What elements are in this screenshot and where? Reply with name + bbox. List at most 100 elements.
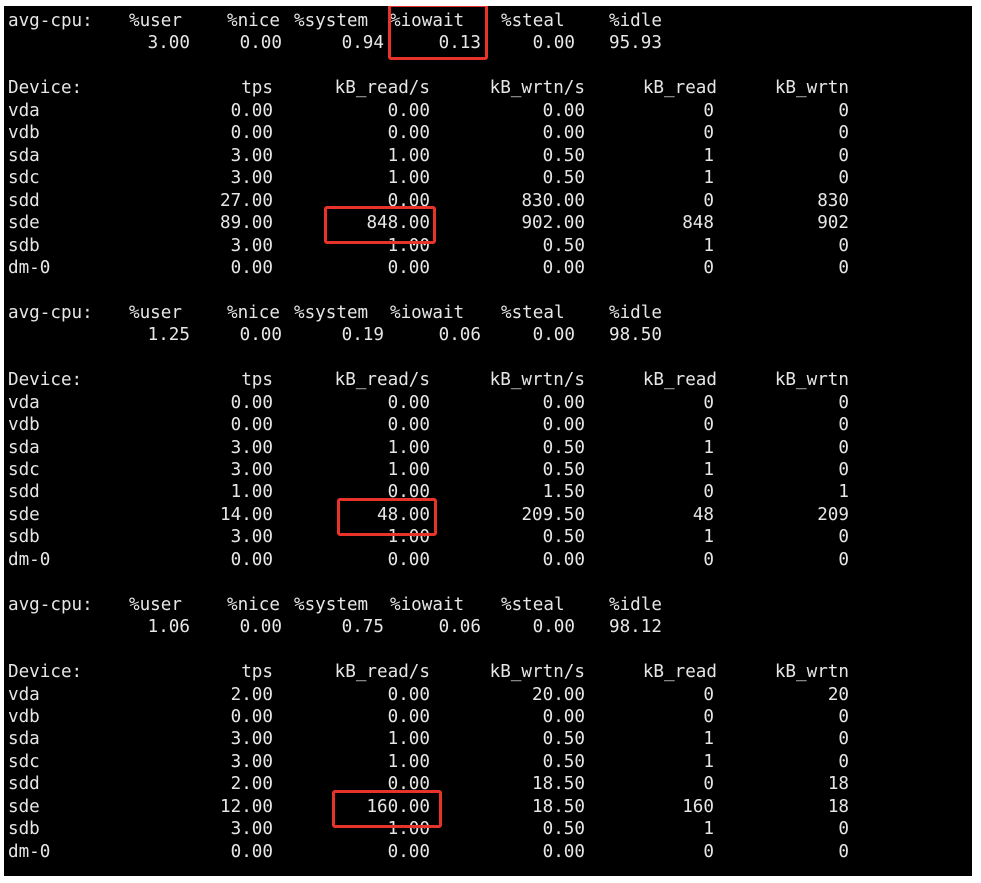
kb-wrtn-per-sec-value: 0.50: [542, 751, 585, 772]
kb-read-per-sec-value: 0.00: [387, 123, 430, 144]
kb-read-per-sec-header: kB_read/s: [334, 370, 430, 391]
device-row: sdb 3.00 1.00 0.50 1 0: [8, 235, 968, 257]
system-header: %system: [294, 302, 369, 323]
device-header-line: Device: tps kB_read/s kB_wrtn/s kB_read kB_wr…: [8, 369, 968, 391]
avg-cpu-label: avg-cpu:: [8, 302, 93, 323]
cpu-values-line: 3.00 0.00 0.94 0.13 0.00 95.93: [8, 32, 968, 54]
kb-wrtn-per-sec-value: 0.00: [542, 841, 585, 862]
kb-read-value: 0: [703, 123, 714, 144]
kb-read-per-sec-value: 0.00: [387, 257, 430, 278]
kb-wrtn-per-sec-value: 0.50: [542, 145, 585, 166]
device-row: vda 0.00 0.00 0.00 0 0: [8, 100, 968, 122]
tps-value: 3.00: [230, 751, 273, 772]
device-header: Device:: [8, 370, 83, 391]
device-name: vda: [8, 100, 40, 121]
nice-value: 0.00: [239, 33, 282, 54]
device-name: sdc: [8, 751, 40, 772]
tps-value: 89.00: [220, 213, 273, 234]
idle-value: 98.50: [609, 325, 662, 346]
kb-read-value: 1: [703, 235, 714, 256]
kb-wrtn-per-sec-value: 18.50: [532, 796, 585, 817]
kb-wrtn-per-sec-value: 0.50: [542, 168, 585, 189]
device-header-line: Device: tps kB_read/s kB_wrtn/s kB_read kB_wr…: [8, 661, 968, 683]
kb-read-per-sec-value: 1.00: [387, 168, 430, 189]
kb-read-per-sec-header: kB_read/s: [334, 662, 430, 683]
device-name: dm-0: [8, 841, 51, 862]
device-name: sdb: [8, 527, 40, 548]
device-row: vda 0.00 0.00 0.00 0 0: [8, 392, 968, 414]
tps-value: 3.00: [230, 527, 273, 548]
device-name: vda: [8, 392, 40, 413]
device-row: dm-0 0.00 0.00 0.00 0 0: [8, 257, 968, 279]
nice-header: %nice: [227, 594, 280, 615]
iowait-value: 0.06: [438, 325, 481, 346]
tps-header: tps: [241, 662, 273, 683]
kb-wrtn-value: 0: [838, 706, 849, 727]
kb-wrtn-value: 0: [838, 145, 849, 166]
kb-read-per-sec-value: 0.00: [387, 549, 430, 570]
nice-header: %nice: [227, 302, 280, 323]
device-name: sdc: [8, 460, 40, 480]
kb-read-per-sec-header: kB_read/s: [334, 78, 430, 99]
kb-wrtn-value: 18: [827, 796, 849, 817]
cpu-header-line: avg-cpu: %user %nice %system %iowait %steal %i…: [8, 302, 968, 324]
kb-read-value: 0: [703, 415, 714, 436]
kb-wrtn-per-sec-header: kB_wrtn/s: [489, 662, 585, 683]
kb-wrtn-value: 0: [838, 527, 849, 548]
tps-value: 2.00: [230, 684, 273, 705]
cpu-values-line: 1.25 0.00 0.19 0.06 0.00 98.50: [8, 324, 968, 346]
kb-wrtn-per-sec-value: 0.00: [542, 257, 585, 278]
tps-value: 2.00: [230, 774, 273, 795]
kb-read-value: 0: [703, 257, 714, 278]
kb-wrtn-value: 0: [838, 235, 849, 256]
tps-value: 14.00: [220, 504, 273, 525]
idle-header: %idle: [609, 594, 662, 615]
kb-read-per-sec-value: 0.00: [387, 100, 430, 121]
steal-value: 0.00: [532, 33, 575, 54]
kb-read-value: 848: [682, 213, 714, 234]
kb-wrtn-value: 1: [838, 482, 849, 503]
kb-wrtn-per-sec-value: 18.50: [532, 774, 585, 795]
kb-wrtn-value: 20: [827, 684, 849, 705]
device-name: sde: [8, 504, 40, 525]
device-row: vdb 0.00 0.00 0.00 0 0: [8, 122, 968, 144]
device-name: vda: [8, 684, 40, 705]
tps-value: 0.00: [230, 257, 273, 278]
kb-wrtn-value: 902: [817, 213, 849, 234]
kb-read-header: kB_read: [642, 662, 717, 683]
kb-wrtn-header: kB_wrtn: [774, 662, 849, 683]
kb-wrtn-value: 209: [817, 504, 849, 525]
kb-read-value: 0: [703, 100, 714, 121]
kb-wrtn-value: 0: [838, 123, 849, 144]
kb-read-value: 0: [703, 774, 714, 795]
device-row: sdd 2.00 0.00 18.50 0 18: [8, 773, 968, 795]
idle-value: 98.12: [609, 617, 662, 638]
kb-wrtn-value: 18: [827, 774, 849, 795]
device-name: vdb: [8, 415, 40, 436]
device-row: vdb 0.00 0.00 0.00 0 0: [8, 414, 968, 436]
kb-read-value: 1: [703, 460, 714, 480]
kb-wrtn-value: 0: [838, 841, 849, 862]
kb-wrtn-header: kB_wrtn: [774, 78, 849, 99]
device-row: vda 2.00 0.00 20.00 0 20: [8, 684, 968, 706]
kb-read-value: 1: [703, 729, 714, 750]
device-name: sde: [8, 213, 40, 234]
kb-read-per-sec-value: 1.00: [387, 437, 430, 458]
kb-wrtn-value: 0: [838, 751, 849, 772]
kb-read-per-sec-value: 0.00: [387, 415, 430, 436]
terminal-output[interactable]: avg-cpu: %user %nice %system %iowait %steal %i…: [4, 6, 972, 876]
kb-read-per-sec-value: 0.00: [387, 482, 430, 503]
kb-wrtn-per-sec-value: 0.00: [542, 392, 585, 413]
tps-value: 3.00: [230, 819, 273, 840]
device-name: sdc: [8, 168, 40, 189]
tps-value: 0.00: [230, 841, 273, 862]
steal-header: %steal: [501, 11, 565, 31]
tps-value: 0.00: [230, 415, 273, 436]
kb-read-value: 1: [703, 751, 714, 772]
kb-wrtn-value: 0: [838, 257, 849, 278]
system-value: 0.94: [341, 33, 384, 54]
tps-header: tps: [241, 370, 273, 391]
device-row: sdc 3.00 1.00 0.50 1 0: [8, 459, 968, 481]
kb-wrtn-value: 0: [838, 392, 849, 413]
